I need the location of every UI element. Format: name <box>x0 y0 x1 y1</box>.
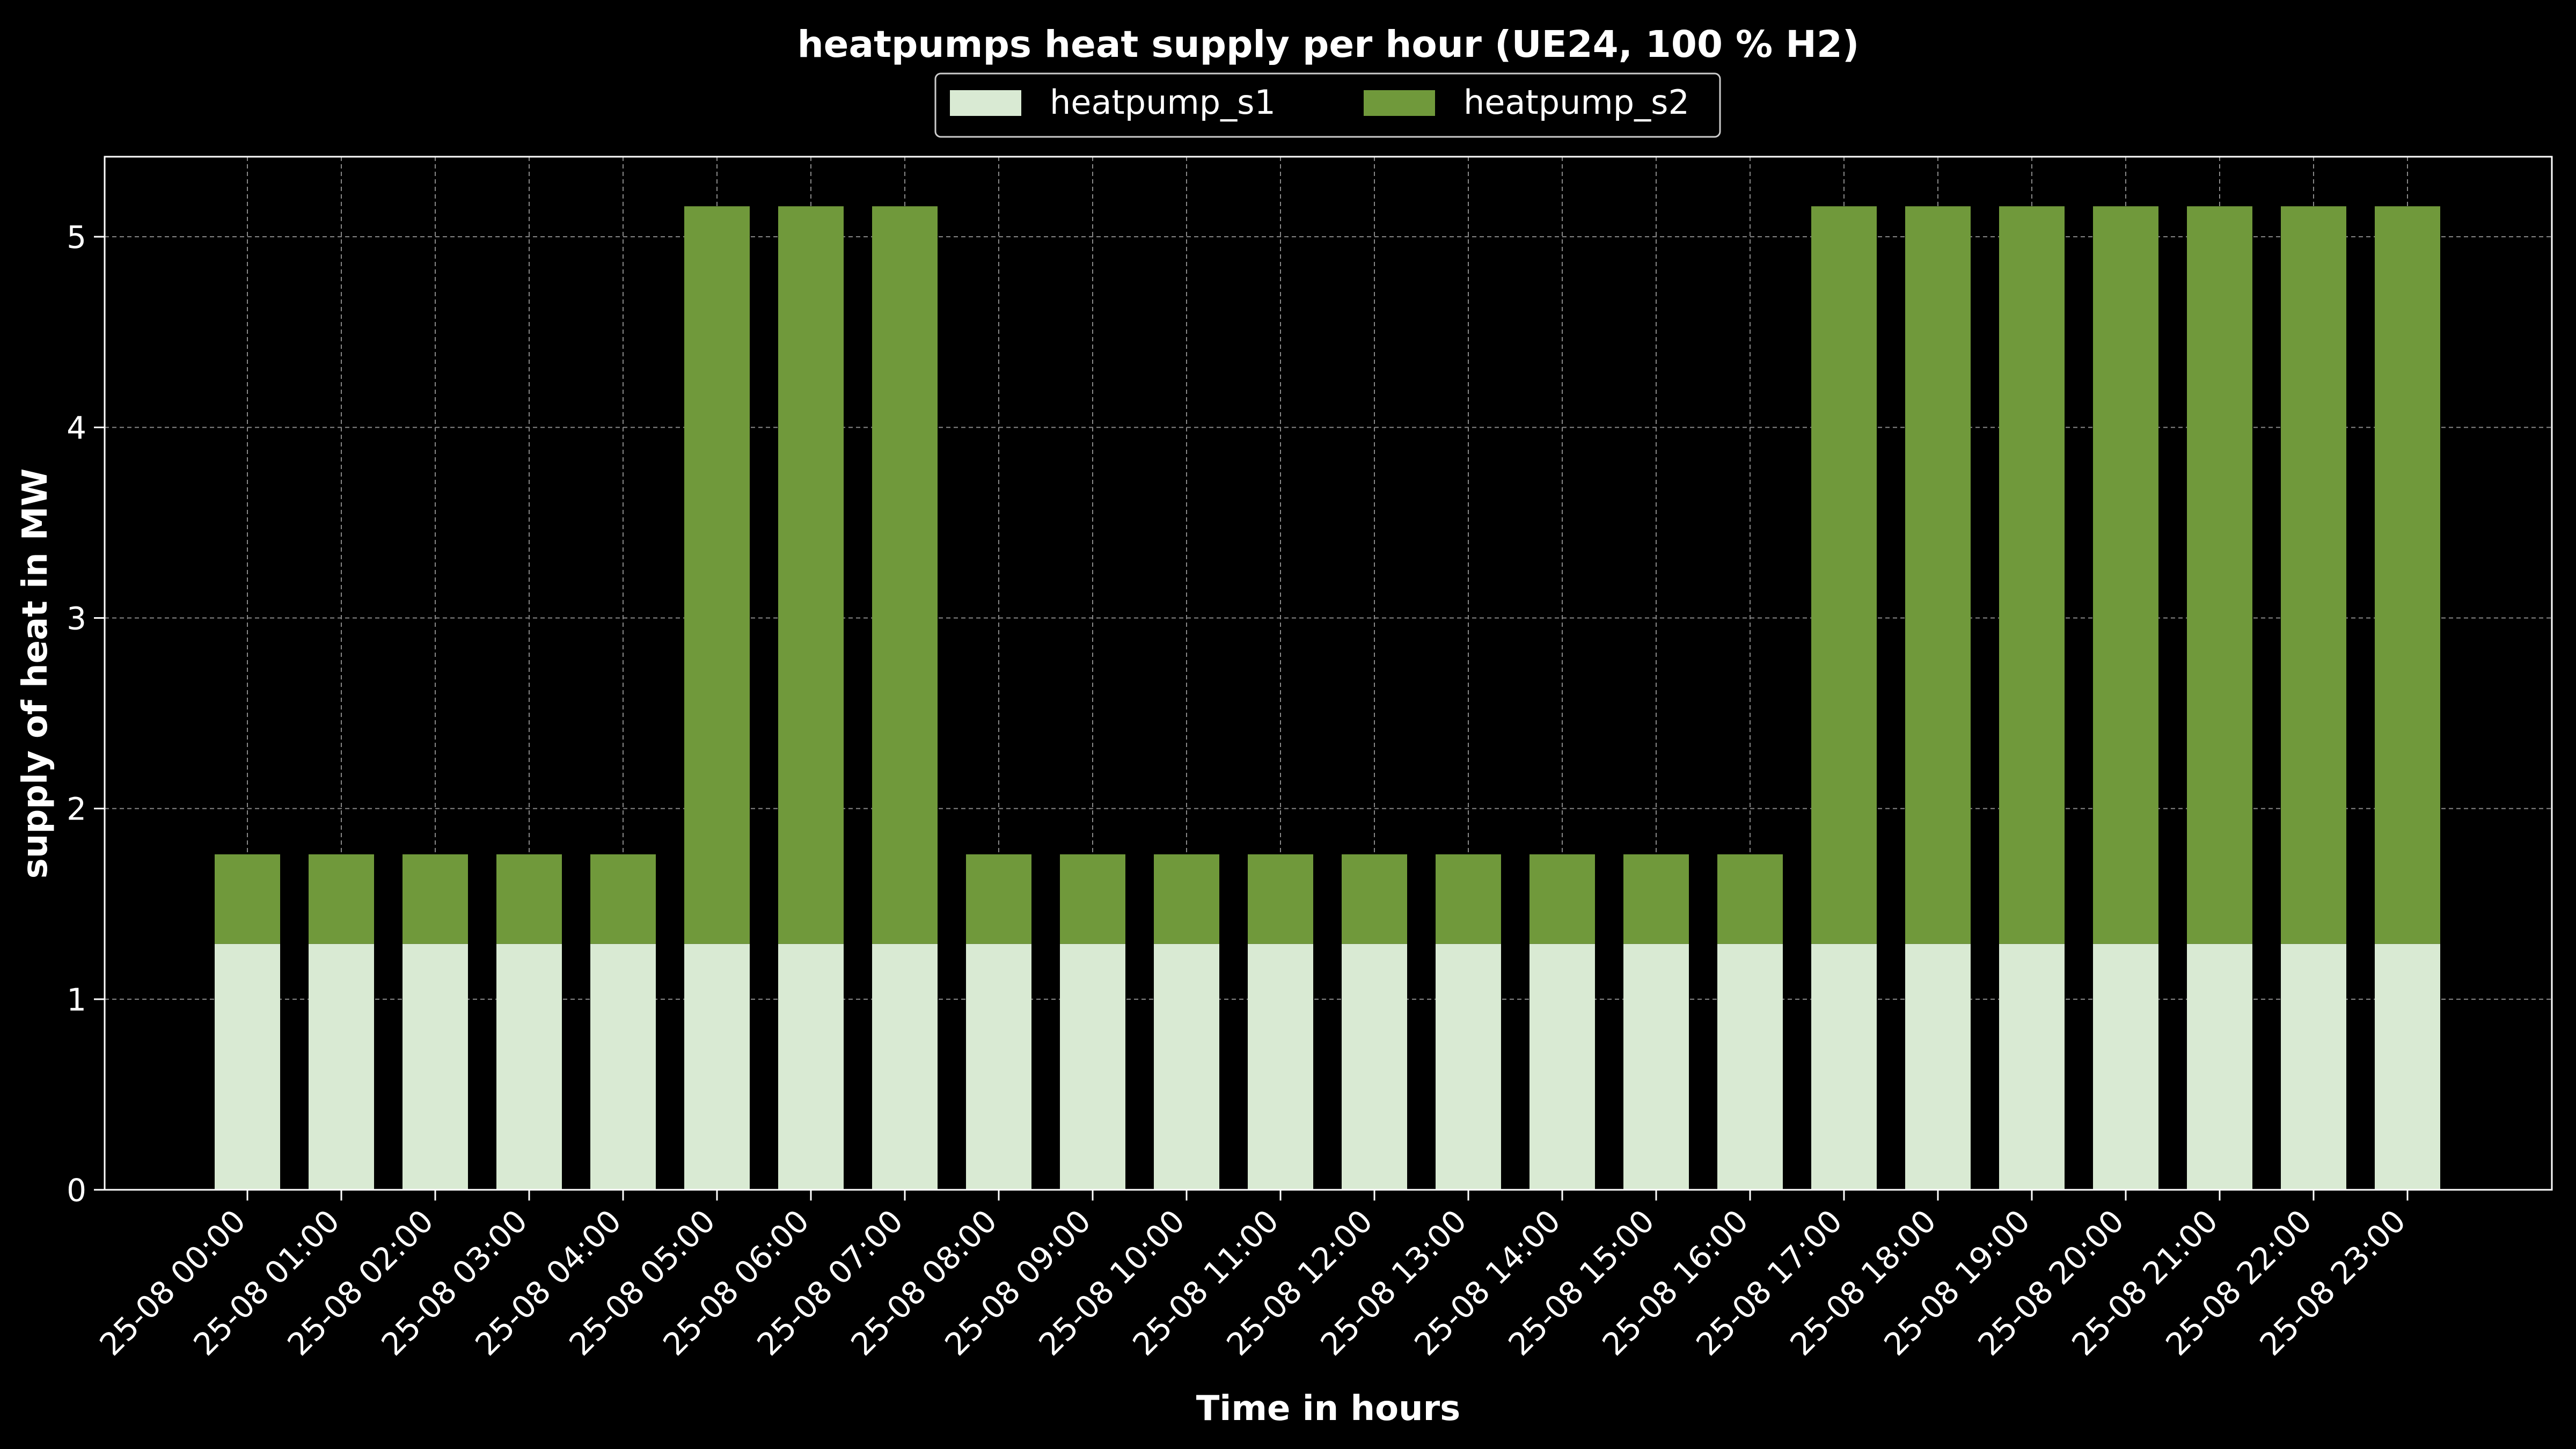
bar-heatpump-s2-10 <box>1154 854 1219 944</box>
bar-heatpump-s2-12 <box>1342 854 1407 944</box>
bar-heatpump-s1-10 <box>1154 943 1219 1190</box>
bar-heatpump-s1-11 <box>1248 943 1313 1190</box>
bar-heatpump-s2-18 <box>1905 206 1971 944</box>
bar-heatpump-s1-2 <box>402 943 468 1190</box>
bar-heatpump-s2-22 <box>2281 206 2346 944</box>
y-tick-label: 1 <box>67 982 86 1018</box>
bar-heatpump-s1-13 <box>1436 943 1501 1190</box>
legend-swatch-heatpump-s2 <box>1364 90 1435 116</box>
plot-frame <box>104 156 2553 1191</box>
bar-heatpump-s2-11 <box>1248 854 1313 944</box>
bar-heatpump-s2-19 <box>1999 206 2065 944</box>
y-tick-label: 2 <box>67 791 86 828</box>
bar-heatpump-s2-3 <box>496 854 562 944</box>
bar-heatpump-s1-20 <box>2093 943 2158 1190</box>
bars-group <box>215 206 2440 1190</box>
bar-heatpump-s1-23 <box>2375 943 2440 1190</box>
bar-heatpump-s1-15 <box>1623 943 1689 1190</box>
y-tick-label: 5 <box>67 219 86 255</box>
bar-heatpump-s1-4 <box>590 943 656 1190</box>
bar-heatpump-s2-0 <box>215 854 280 944</box>
bar-heatpump-s2-6 <box>778 206 844 944</box>
legend-swatch-heatpump-s1 <box>950 90 1021 116</box>
bar-heatpump-s1-21 <box>2187 943 2252 1190</box>
bar-heatpump-s2-23 <box>2375 206 2440 944</box>
bar-heatpump-s1-3 <box>496 943 562 1190</box>
bar-heatpump-s2-2 <box>402 854 468 944</box>
bar-heatpump-s2-9 <box>1060 854 1125 944</box>
bar-heatpump-s2-5 <box>684 206 750 944</box>
bar-heatpump-s2-4 <box>590 854 656 944</box>
legend: heatpump_s1 heatpump_s2 <box>934 72 1721 138</box>
bar-heatpump-s1-6 <box>778 943 844 1190</box>
bar-heatpump-s1-9 <box>1060 943 1125 1190</box>
legend-box <box>934 72 1721 138</box>
bar-heatpump-s1-17 <box>1811 943 1877 1190</box>
bar-heatpump-s2-17 <box>1811 206 1877 944</box>
bar-heatpump-s2-7 <box>872 206 938 944</box>
grid-lines <box>105 157 2552 1190</box>
y-axis-label: supply of heat in MW <box>16 469 55 879</box>
bar-heatpump-s1-14 <box>1529 943 1595 1190</box>
bar-heatpump-s1-0 <box>215 943 280 1190</box>
bar-heatpump-s1-16 <box>1717 943 1783 1190</box>
bar-heatpump-s2-21 <box>2187 206 2252 944</box>
x-axis-label: Time in hours <box>1196 1389 1461 1429</box>
bar-heatpump-s2-20 <box>2093 206 2158 944</box>
bar-heatpump-s1-22 <box>2281 943 2346 1190</box>
y-axis: 0 1 2 3 4 5 <box>67 219 105 1209</box>
bar-heatpump-s1-1 <box>309 943 374 1190</box>
legend-label-heatpump-s2: heatpump_s2 <box>1463 83 1689 122</box>
bar-heatpump-s1-5 <box>684 943 750 1190</box>
y-tick-label: 0 <box>67 1172 86 1209</box>
y-tick-label: 4 <box>67 409 86 446</box>
bar-heatpump-s2-1 <box>309 854 374 944</box>
bar-heatpump-s2-14 <box>1529 854 1595 944</box>
bar-heatpump-s1-8 <box>966 943 1031 1190</box>
legend-label-heatpump-s1: heatpump_s1 <box>1050 83 1276 122</box>
bar-heatpump-s2-13 <box>1436 854 1501 944</box>
bar-heatpump-s1-19 <box>1999 943 2065 1190</box>
bar-heatpump-s2-16 <box>1717 854 1783 944</box>
bar-heatpump-s2-8 <box>966 854 1031 944</box>
bar-heatpump-s2-15 <box>1623 854 1689 944</box>
bar-heatpump-s1-12 <box>1342 943 1407 1190</box>
chart-title: heatpumps heat supply per hour (UE24, 10… <box>797 23 1860 66</box>
bar-heatpump-s1-18 <box>1905 943 1971 1190</box>
y-tick-label: 3 <box>67 601 86 637</box>
bar-heatpump-s1-7 <box>872 943 938 1190</box>
